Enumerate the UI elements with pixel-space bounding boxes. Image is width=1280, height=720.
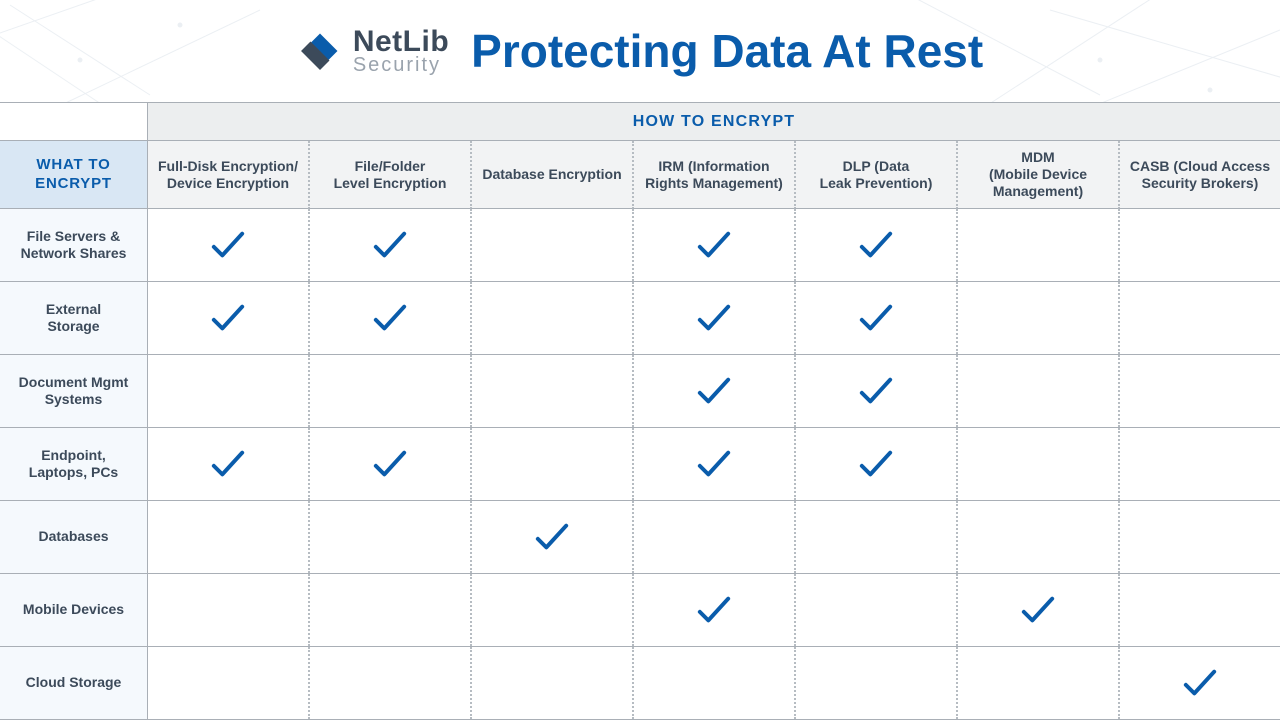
matrix-cell bbox=[632, 501, 794, 573]
table-row: Mobile Devices bbox=[0, 574, 1280, 647]
matrix-cell bbox=[470, 574, 632, 646]
logo-text: NetLib Security bbox=[353, 27, 449, 75]
matrix-cell bbox=[956, 209, 1118, 281]
matrix-cell bbox=[956, 501, 1118, 573]
matrix-cell bbox=[308, 647, 470, 719]
table-row: Cloud Storage bbox=[0, 647, 1280, 720]
matrix-cell bbox=[1118, 501, 1280, 573]
check-icon bbox=[371, 228, 409, 262]
matrix-cell bbox=[632, 428, 794, 500]
column-header: MDM (Mobile Device Management) bbox=[956, 141, 1118, 209]
check-icon bbox=[695, 228, 733, 262]
matrix-cell bbox=[956, 355, 1118, 427]
matrix-cell bbox=[1118, 574, 1280, 646]
how-to-encrypt-header: HOW TO ENCRYPT bbox=[148, 103, 1280, 141]
logo-mark-icon bbox=[297, 28, 343, 74]
matrix-cell bbox=[470, 282, 632, 354]
row-label: Document Mgmt Systems bbox=[0, 355, 148, 427]
matrix-cell bbox=[1118, 355, 1280, 427]
matrix-cell bbox=[632, 209, 794, 281]
check-icon bbox=[371, 301, 409, 335]
row-label: Databases bbox=[0, 501, 148, 573]
check-icon bbox=[209, 301, 247, 335]
matrix-cell bbox=[1118, 428, 1280, 500]
matrix-cell bbox=[148, 209, 308, 281]
matrix-cell bbox=[148, 647, 308, 719]
check-icon bbox=[695, 447, 733, 481]
check-icon bbox=[857, 301, 895, 335]
column-header: Full-Disk Encryption/ Device Encryption bbox=[148, 141, 308, 209]
check-icon bbox=[209, 228, 247, 262]
table-row: Document Mgmt Systems bbox=[0, 355, 1280, 428]
matrix-cell bbox=[470, 209, 632, 281]
matrix-cell bbox=[794, 355, 956, 427]
matrix-cell bbox=[794, 574, 956, 646]
table-row: External Storage bbox=[0, 282, 1280, 355]
check-icon bbox=[533, 520, 571, 554]
matrix-cell bbox=[794, 647, 956, 719]
matrix-cell bbox=[308, 574, 470, 646]
column-header: DLP (Data Leak Prevention) bbox=[794, 141, 956, 209]
matrix-cell bbox=[794, 282, 956, 354]
table-row: Endpoint, Laptops, PCs bbox=[0, 428, 1280, 501]
matrix-cell bbox=[148, 574, 308, 646]
table-row: File Servers & Network Shares bbox=[0, 209, 1280, 282]
corner-spacer bbox=[0, 103, 148, 141]
row-label: External Storage bbox=[0, 282, 148, 354]
check-icon bbox=[209, 447, 247, 481]
matrix-cell bbox=[956, 647, 1118, 719]
matrix-cell bbox=[148, 428, 308, 500]
matrix-cell bbox=[1118, 647, 1280, 719]
encryption-matrix: HOW TO ENCRYPT WHAT TO ENCRYPT Full-Disk… bbox=[0, 102, 1280, 720]
check-icon bbox=[857, 228, 895, 262]
matrix-cell bbox=[956, 282, 1118, 354]
matrix-cell bbox=[148, 501, 308, 573]
matrix-cell bbox=[308, 501, 470, 573]
matrix-cell bbox=[632, 355, 794, 427]
matrix-cell bbox=[470, 647, 632, 719]
column-header: CASB (Cloud Access Security Brokers) bbox=[1118, 141, 1280, 209]
check-icon bbox=[371, 447, 409, 481]
matrix-cell bbox=[148, 282, 308, 354]
logo-top: NetLib bbox=[353, 27, 449, 57]
page-title: Protecting Data At Rest bbox=[471, 24, 983, 78]
header: NetLib Security Protecting Data At Rest bbox=[0, 0, 1280, 102]
row-label: Mobile Devices bbox=[0, 574, 148, 646]
matrix-cell bbox=[308, 355, 470, 427]
matrix-cell bbox=[632, 574, 794, 646]
column-header: IRM (Information Rights Management) bbox=[632, 141, 794, 209]
check-icon bbox=[1181, 666, 1219, 700]
matrix-cell bbox=[308, 282, 470, 354]
matrix-cell bbox=[632, 647, 794, 719]
matrix-cell bbox=[794, 501, 956, 573]
row-label: Endpoint, Laptops, PCs bbox=[0, 428, 148, 500]
check-icon bbox=[695, 301, 733, 335]
matrix-cell bbox=[1118, 282, 1280, 354]
check-icon bbox=[1019, 593, 1057, 627]
matrix-cell bbox=[470, 355, 632, 427]
check-icon bbox=[695, 374, 733, 408]
matrix-cell bbox=[470, 501, 632, 573]
table-row: Databases bbox=[0, 501, 1280, 574]
matrix-cell bbox=[308, 428, 470, 500]
matrix-cell bbox=[956, 574, 1118, 646]
matrix-cell bbox=[470, 428, 632, 500]
matrix-cell bbox=[1118, 209, 1280, 281]
logo-bottom: Security bbox=[353, 55, 449, 75]
check-icon bbox=[857, 374, 895, 408]
matrix-cell bbox=[956, 428, 1118, 500]
matrix-cell bbox=[794, 428, 956, 500]
column-header: Database Encryption bbox=[470, 141, 632, 209]
matrix-cell bbox=[148, 355, 308, 427]
matrix-cell bbox=[794, 209, 956, 281]
row-label: Cloud Storage bbox=[0, 647, 148, 719]
matrix-cell bbox=[632, 282, 794, 354]
check-icon bbox=[695, 593, 733, 627]
row-label: File Servers & Network Shares bbox=[0, 209, 148, 281]
matrix-cell bbox=[308, 209, 470, 281]
what-to-encrypt-header: WHAT TO ENCRYPT bbox=[0, 141, 148, 209]
logo: NetLib Security bbox=[297, 27, 449, 75]
column-header: File/Folder Level Encryption bbox=[308, 141, 470, 209]
check-icon bbox=[857, 447, 895, 481]
